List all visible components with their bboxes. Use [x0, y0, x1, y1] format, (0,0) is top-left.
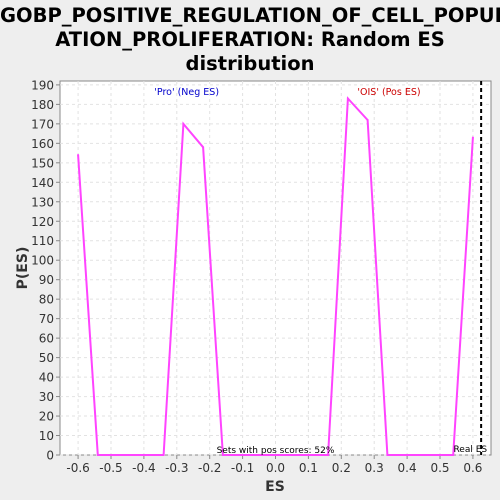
y-tick-label: 160 — [31, 137, 54, 151]
data-point — [96, 454, 99, 456]
y-tick-label: 190 — [31, 78, 54, 92]
y-tick-label: 50 — [39, 351, 54, 365]
y-tick-label: 70 — [39, 312, 54, 326]
data-point — [471, 136, 474, 139]
x-tick-label: -0.6 — [66, 461, 89, 475]
x-axis-label: ES — [265, 479, 285, 495]
y-axis-label: P(ES) — [15, 247, 31, 290]
data-point — [327, 454, 330, 456]
y-tick-label: 170 — [31, 117, 54, 131]
y-tick-label: 40 — [39, 371, 54, 385]
y-tick-label: 10 — [39, 429, 54, 443]
chart-title: GOBP_POSITIVE_REGULATION_OF_CELL_POPUL A… — [0, 4, 500, 76]
x-tick-label: 0.5 — [430, 461, 449, 475]
x-tick-label: -0.4 — [132, 461, 155, 475]
neg-es-annotation: 'Pro' (Neg ES) — [154, 87, 219, 98]
x-tick-label: 0.4 — [398, 461, 417, 475]
data-point — [221, 454, 224, 456]
y-tick-label: 100 — [31, 254, 54, 268]
x-tick-label: 0.2 — [332, 461, 351, 475]
x-tick-label: -0.3 — [165, 461, 188, 475]
data-point — [452, 454, 455, 456]
real-es-label: Real ES — [453, 445, 487, 455]
y-tick-label: 80 — [39, 293, 54, 307]
data-point — [77, 154, 80, 157]
chart-title-line-1: GOBP_POSITIVE_REGULATION_OF_CELL_POPUL — [0, 4, 500, 27]
x-tick-label: 0.0 — [266, 461, 285, 475]
data-point — [202, 146, 205, 149]
y-tick-label: 0 — [46, 449, 54, 463]
y-tick-label: 20 — [39, 410, 54, 424]
series-layer — [77, 81, 483, 456]
y-tick-label: 110 — [31, 234, 54, 248]
y-tick-label: 130 — [31, 195, 54, 209]
y-tick-label: 140 — [31, 176, 54, 190]
annotations: Real ES 'Pro' (Neg ES) 'OIS' (Pos ES) Sets … — [154, 87, 487, 456]
data-point — [366, 118, 369, 121]
x-axis-ticks: -0.6 -0.5 -0.4 -0.3 -0.2 -0.1 0.0 0.1 0.2 0.3 0.4 0… — [66, 455, 482, 475]
data-point — [346, 97, 349, 100]
x-tick-label: 0.6 — [463, 461, 482, 475]
data-point — [162, 454, 165, 456]
y-tick-label: 180 — [31, 98, 54, 112]
y-tick-label: 120 — [31, 215, 54, 229]
chart-title-line-2: ATION_PROLIFERATION: Random ES — [55, 28, 445, 51]
x-tick-label: -0.5 — [99, 461, 122, 475]
data-point — [182, 122, 185, 125]
x-tick-label: -0.1 — [231, 461, 254, 475]
pos-scores-annotation: Sets with pos scores: 52% — [217, 446, 335, 456]
x-tick-label: 0.1 — [299, 461, 318, 475]
y-tick-label: 30 — [39, 390, 54, 404]
y-tick-label: 60 — [39, 332, 54, 346]
y-tick-label: 90 — [39, 273, 54, 287]
pos-es-annotation: 'OIS' (Pos ES) — [357, 87, 420, 98]
y-axis-ticks: 0 10 20 30 40 50 60 70 80 90 100 110 120 130 140 150 160… — [31, 78, 60, 463]
chart-title-line-3: distribution — [185, 52, 315, 75]
series-line — [77, 96, 474, 456]
x-tick-label: 0.3 — [365, 461, 384, 475]
data-point — [386, 454, 389, 456]
y-tick-label: 150 — [31, 156, 54, 170]
x-tick-label: -0.2 — [198, 461, 221, 475]
